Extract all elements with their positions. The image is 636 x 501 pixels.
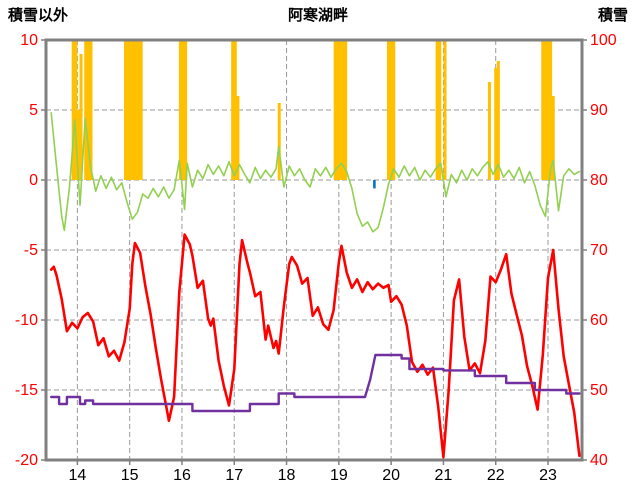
right-axis-title: 積雪: [597, 7, 628, 24]
svg-text:18: 18: [278, 467, 296, 484]
svg-text:-15: -15: [15, 382, 38, 399]
svg-text:-10: -10: [15, 312, 38, 329]
svg-text:5: 5: [29, 102, 38, 119]
left-axis-title: 積雪以外: [8, 7, 69, 24]
svg-text:90: 90: [590, 102, 608, 119]
svg-text:40: 40: [590, 452, 608, 469]
svg-text:60: 60: [590, 312, 608, 329]
svg-text:14: 14: [68, 467, 86, 484]
svg-text:0: 0: [29, 172, 38, 189]
svg-text:23: 23: [539, 467, 557, 484]
svg-text:17: 17: [225, 467, 243, 484]
svg-text:80: 80: [590, 172, 608, 189]
svg-text:50: 50: [590, 382, 608, 399]
svg-text:15: 15: [121, 467, 139, 484]
svg-text:20: 20: [382, 467, 400, 484]
chart-title: 阿寒湖畔: [287, 7, 348, 24]
svg-text:-20: -20: [15, 452, 38, 469]
svg-text:10: 10: [20, 32, 38, 49]
svg-text:22: 22: [487, 467, 505, 484]
svg-text:19: 19: [330, 467, 348, 484]
svg-text:21: 21: [435, 467, 453, 484]
svg-text:100: 100: [590, 32, 617, 49]
svg-text:16: 16: [173, 467, 191, 484]
svg-text:-5: -5: [24, 242, 38, 259]
svg-text:70: 70: [590, 242, 608, 259]
